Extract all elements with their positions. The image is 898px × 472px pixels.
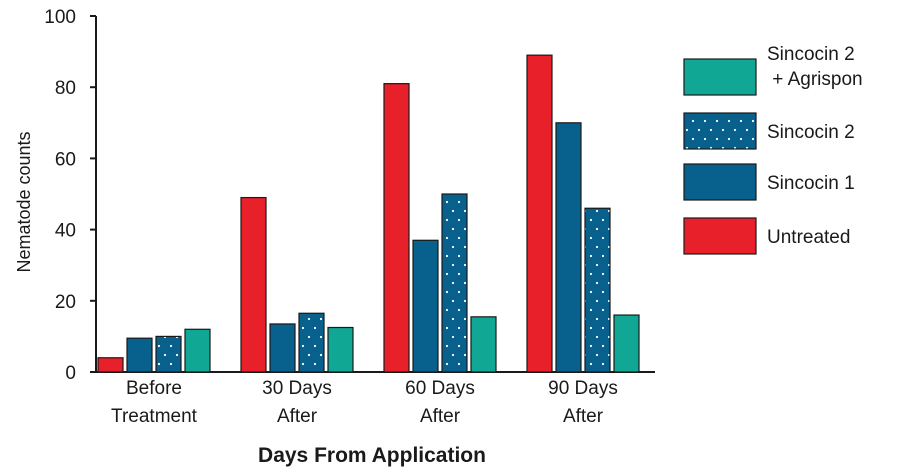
- x-tick-label: Treatment: [111, 406, 198, 427]
- bar-sincocin-2-agrispon: [470, 316, 497, 373]
- bar-untreated: [383, 83, 410, 373]
- legend-swatch: [683, 58, 757, 96]
- bar-sincocin-1: [555, 122, 582, 373]
- bar-sincocin-2-agrispon: [613, 314, 640, 373]
- y-tick-label: 20: [55, 292, 76, 313]
- legend-label: Sincocin 1: [767, 173, 855, 194]
- y-tick-label: 0: [65, 363, 76, 384]
- legend-swatch: [683, 112, 757, 150]
- bar-untreated: [240, 196, 267, 373]
- bar-sincocin-2-agrispon: [184, 328, 211, 373]
- x-tick-label: After: [563, 406, 604, 427]
- x-tick-label: Before: [126, 378, 182, 399]
- bar-sincocin-1: [412, 239, 439, 373]
- legend-label: Sincocin 2: [767, 122, 855, 143]
- x-tick-label: 90 Days: [548, 378, 618, 399]
- bar-untreated: [97, 357, 124, 373]
- plot-area: 0 20 40 60 80 100 Before Treatment 30 Days After 6…: [14, 7, 655, 467]
- bar-sincocin-2-agrispon: [327, 326, 354, 373]
- legend-label: + Agrispon: [767, 69, 863, 90]
- x-tick-label: 60 Days: [405, 378, 475, 399]
- bar-sincocin-2: [584, 207, 611, 373]
- x-tick-label: After: [420, 406, 461, 427]
- bar-sincocin-2: [155, 335, 182, 373]
- legend-label: Sincocin 2: [767, 44, 855, 65]
- x-tick-label: After: [277, 406, 318, 427]
- bar-untreated: [526, 54, 553, 373]
- x-tick-label: 30 Days: [262, 378, 332, 399]
- bar-sincocin-2: [298, 312, 325, 373]
- legend-label: Untreated: [767, 227, 850, 248]
- legend: Sincocin 2 + Agrispon Sincocin 2 Sincocin …: [683, 44, 863, 255]
- y-axis-title: Nematode counts: [14, 131, 34, 272]
- bar-sincocin-1: [126, 337, 153, 373]
- legend-swatch: [683, 217, 757, 255]
- x-axis-title: Days From Application: [258, 444, 486, 467]
- y-tick-label: 100: [44, 7, 76, 28]
- bar-sincocin-2: [441, 193, 468, 373]
- y-tick-label: 80: [55, 78, 76, 99]
- bar-sincocin-1: [269, 323, 296, 373]
- legend-swatch: [683, 163, 757, 201]
- y-tick-label: 40: [55, 221, 76, 242]
- y-tick-label: 60: [55, 149, 76, 170]
